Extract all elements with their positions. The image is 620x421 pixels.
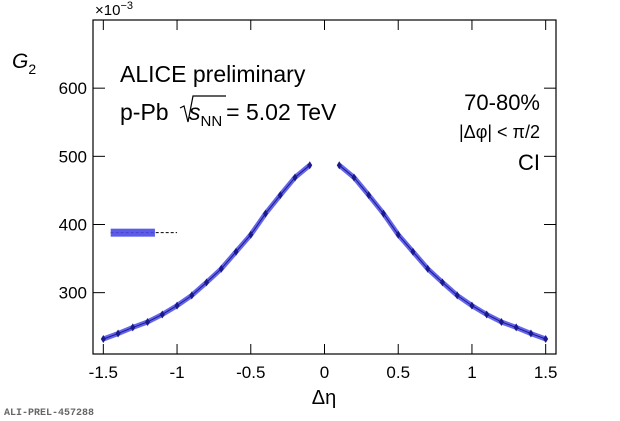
figure-id: ALI-PREL-457288 <box>4 408 94 419</box>
x-tick-label: 1 <box>467 363 476 382</box>
system: p-Pb <box>120 99 169 125</box>
marker <box>115 329 121 338</box>
marker <box>218 264 224 273</box>
y-mult-exp: −3 <box>120 0 133 12</box>
centrality: 70-80% <box>464 90 540 115</box>
sqrt-sign <box>179 95 226 123</box>
marker <box>292 173 298 182</box>
marker <box>277 191 283 200</box>
y-tick-label: 400 <box>59 215 87 234</box>
marker <box>380 209 386 218</box>
series-band <box>102 163 312 342</box>
marker <box>336 161 342 170</box>
marker <box>410 247 416 256</box>
cut: |Δφ| < π/2 <box>459 122 540 142</box>
marker <box>130 323 136 332</box>
marker <box>263 209 269 218</box>
marker <box>189 291 195 300</box>
marker <box>395 230 401 239</box>
marker <box>528 329 534 338</box>
marker <box>513 323 519 332</box>
y-tick-label: 300 <box>59 284 87 303</box>
y-label: G <box>12 50 28 73</box>
system-label: p-Pb sNN = 5.02 TeV <box>120 99 337 130</box>
series-band <box>337 163 547 342</box>
y-axis-label: G2 <box>12 50 36 77</box>
marker <box>484 310 490 319</box>
marker <box>469 301 475 310</box>
marker <box>307 161 313 170</box>
y-mult: ×10 <box>95 2 120 19</box>
x-tick-label: -1.5 <box>89 363 118 382</box>
y-tick-label: 600 <box>59 79 87 98</box>
y-multiplier: ×10−3 <box>95 0 133 19</box>
marker <box>351 173 357 182</box>
chart-title: ALICE preliminary <box>120 61 306 87</box>
marker <box>145 317 151 326</box>
x-axis-label: Δη <box>312 387 336 409</box>
x-tick-label: 0.5 <box>386 363 410 382</box>
charge: CI <box>518 150 540 175</box>
marker <box>498 317 504 326</box>
marker <box>425 264 431 273</box>
marker <box>248 230 254 239</box>
marker <box>174 301 180 310</box>
series-line <box>103 164 311 340</box>
marker <box>100 335 106 344</box>
x-tick-label: 0 <box>320 363 329 382</box>
energy: = 5.02 TeV <box>226 99 337 125</box>
sqrt-s: s <box>189 99 201 125</box>
x-tick-label: -0.5 <box>236 363 265 382</box>
sqrt-sub: NN <box>200 113 222 130</box>
marker <box>159 310 165 319</box>
marker <box>204 278 210 287</box>
x-tick-label: 1.5 <box>534 363 558 382</box>
marker <box>366 191 372 200</box>
y-label-sub: 2 <box>28 61 36 77</box>
marker <box>454 291 460 300</box>
marker <box>439 278 445 287</box>
marker <box>233 247 239 256</box>
marker <box>543 335 549 344</box>
syst-box <box>110 228 155 237</box>
y-tick-label: 500 <box>59 147 87 166</box>
series-line <box>338 164 546 340</box>
x-tick-label: -1 <box>169 363 184 382</box>
